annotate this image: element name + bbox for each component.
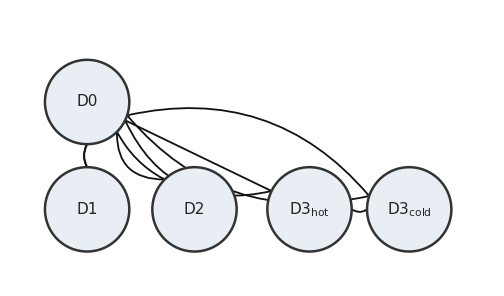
FancyArrowPatch shape xyxy=(117,134,165,180)
FancyArrowPatch shape xyxy=(125,120,270,190)
FancyArrowPatch shape xyxy=(352,209,365,212)
Text: D2: D2 xyxy=(184,202,205,217)
FancyArrowPatch shape xyxy=(129,117,369,203)
Circle shape xyxy=(267,167,352,252)
FancyArrowPatch shape xyxy=(127,108,368,194)
Circle shape xyxy=(45,60,130,144)
FancyArrowPatch shape xyxy=(84,144,87,165)
Circle shape xyxy=(152,167,237,252)
FancyArrowPatch shape xyxy=(84,146,87,167)
Text: D3$_{\mathrm{cold}}$: D3$_{\mathrm{cold}}$ xyxy=(387,200,431,219)
Text: D3$_{\mathrm{hot}}$: D3$_{\mathrm{hot}}$ xyxy=(289,200,330,219)
Circle shape xyxy=(367,167,452,252)
Circle shape xyxy=(45,167,130,252)
FancyArrowPatch shape xyxy=(117,132,163,179)
Text: D1: D1 xyxy=(77,202,98,217)
Text: D0: D0 xyxy=(77,94,98,110)
FancyArrowPatch shape xyxy=(126,122,272,196)
